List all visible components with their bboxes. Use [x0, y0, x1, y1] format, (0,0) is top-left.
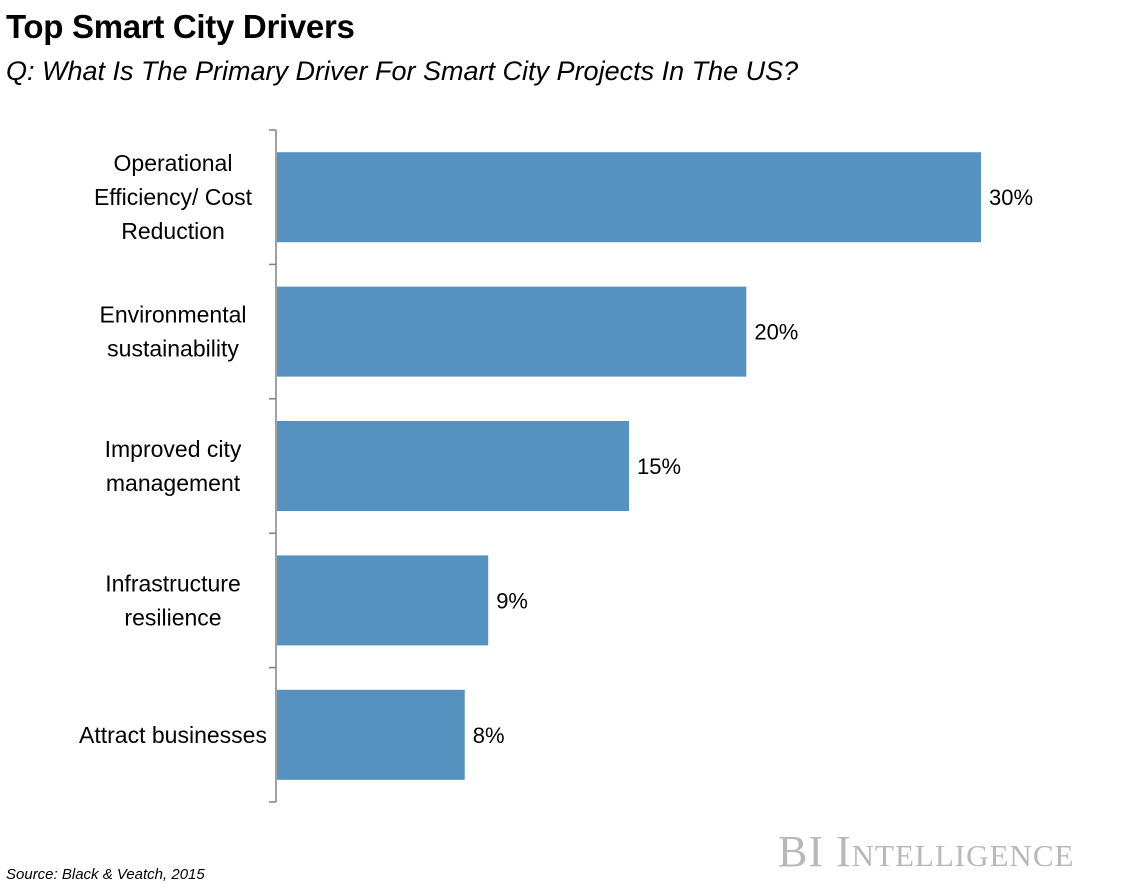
category-label: Infrastructure: [105, 570, 241, 596]
category-label: Attract businesses: [79, 722, 267, 748]
category-label: Efficiency/ Cost: [94, 184, 253, 210]
source-note: Source: Black & Veatch, 2015: [6, 866, 205, 883]
category-label: Operational: [114, 150, 233, 176]
data-label: 8%: [473, 723, 505, 748]
bar: [277, 421, 629, 511]
category-label: sustainability: [107, 336, 239, 362]
bi-intelligence-logo: BI Intelligence: [778, 827, 1075, 876]
bar: [277, 555, 489, 646]
category-label: Environmental: [99, 302, 246, 328]
bar: [277, 689, 465, 780]
chart-subtitle: Q: What Is The Primary Driver For Smart …: [6, 56, 799, 86]
category-label: Improved city: [105, 436, 242, 462]
chart-title: Top Smart City Drivers: [6, 8, 355, 45]
data-label: 30%: [989, 185, 1033, 210]
category-label: resilience: [124, 604, 221, 630]
category-label: Reduction: [121, 218, 225, 244]
bar: [277, 152, 981, 243]
bar: [277, 286, 747, 377]
data-label: 20%: [754, 320, 798, 345]
data-label: 15%: [637, 454, 681, 479]
data-label: 9%: [496, 588, 528, 613]
category-label: management: [106, 470, 241, 496]
